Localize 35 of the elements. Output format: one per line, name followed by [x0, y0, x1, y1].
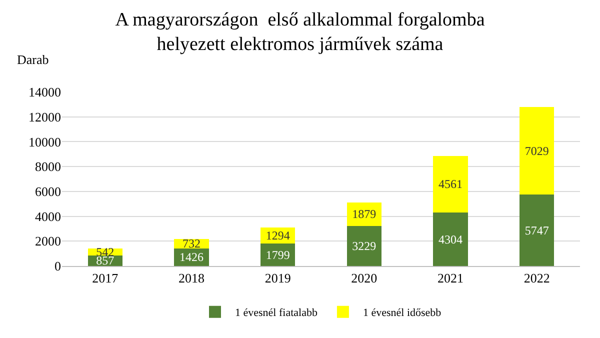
- bar: [433, 212, 468, 266]
- bar: [520, 194, 554, 266]
- x-tick-label: 2021: [438, 270, 464, 286]
- legend-label: 1 évesnél idősebb: [362, 307, 442, 320]
- y-tick-label: 6000: [35, 184, 61, 199]
- bar: [346, 226, 382, 266]
- y-tick-label: 0: [54, 258, 61, 274]
- x-tick-label: 2022: [524, 270, 550, 286]
- y-tick-label: 2000: [35, 234, 61, 249]
- data-label: 1879: [352, 207, 376, 222]
- data-label: 3229: [352, 238, 376, 253]
- x-tick-label: 2019: [264, 270, 291, 286]
- y-axis-title: Darab: [17, 52, 49, 67]
- y-tick-label: 10000: [28, 134, 61, 150]
- x-tick-label: 2018: [178, 270, 204, 286]
- data-label: 4561: [438, 177, 462, 192]
- data-label: 1426: [180, 250, 204, 264]
- chart-title: A magyarországon első alkalommal forgalomba helyezett elektromos járművek száma: [115, 9, 486, 56]
- bar: [520, 107, 554, 195]
- bar: [346, 202, 382, 226]
- y-tick-label: 4000: [35, 208, 61, 224]
- y-tick-label: 12000: [28, 109, 61, 124]
- data-label: 4304: [438, 232, 462, 246]
- y-tick-label: 14000: [28, 84, 61, 100]
- legend-label: 1 évesnél fiatalabb: [235, 307, 318, 320]
- data-label: 5747: [524, 223, 549, 238]
- data-label: 1799: [266, 248, 290, 262]
- y-tick-label: 8000: [35, 159, 61, 174]
- bar: [260, 244, 296, 266]
- bar: [433, 156, 468, 213]
- data-label: 732: [182, 236, 200, 251]
- data-label: 7029: [524, 144, 549, 158]
- data-label: 1294: [266, 228, 290, 243]
- x-tick-label: 2020: [351, 270, 378, 286]
- x-tick-label: 2017: [92, 270, 119, 286]
